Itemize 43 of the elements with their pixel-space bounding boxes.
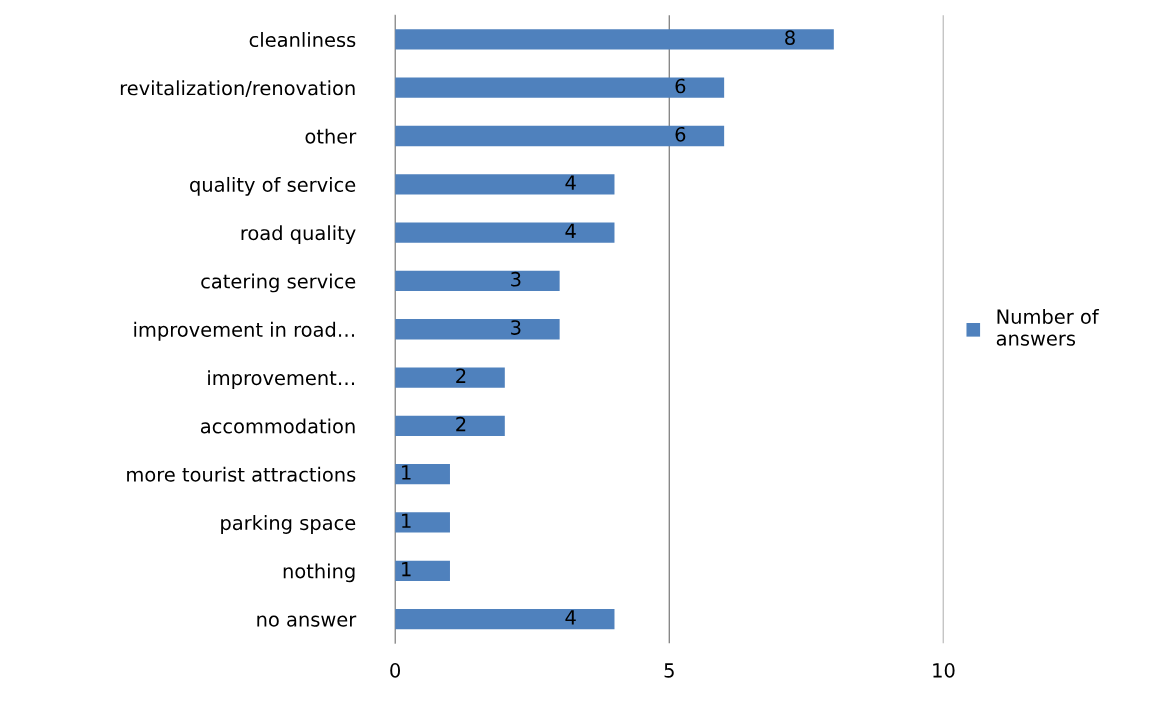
y-tick-label: more tourist attractions	[127, 466, 356, 482]
y-tick-label: improvement in road…	[134, 321, 355, 341]
bar	[395, 608, 615, 630]
data-label: 4	[565, 610, 576, 625]
data-label: 3	[511, 271, 521, 287]
y-tick-label: quality of service	[190, 176, 356, 196]
y-tick-label: parking space	[221, 515, 356, 534]
bar	[395, 77, 725, 98]
y-tick-label: revitalization/renovation	[120, 80, 355, 97]
data-label: 1	[402, 465, 411, 480]
bar	[395, 270, 560, 292]
x-tick-label: 5	[664, 663, 674, 678]
bar	[395, 415, 505, 436]
data-label: 3	[511, 320, 521, 335]
data-label: 1	[402, 561, 411, 577]
y-tick-label: no answer	[257, 615, 357, 627]
data-label: 1	[402, 513, 411, 528]
bar	[395, 222, 615, 243]
y-tick-label: catering service	[201, 273, 356, 293]
bar	[395, 125, 725, 147]
bar	[395, 367, 505, 388]
y-tick-label: nothing	[283, 563, 355, 583]
y-tick-label: other	[305, 128, 357, 144]
bar	[395, 560, 450, 581]
data-label: 2	[456, 368, 466, 383]
data-label: 4	[565, 223, 576, 238]
bar	[395, 512, 450, 533]
legend-label: Number of answers	[996, 308, 1100, 346]
bar	[395, 464, 450, 485]
data-label: 8	[785, 30, 795, 46]
x-tick-label: 0	[390, 663, 401, 678]
bar	[395, 174, 615, 195]
bar	[395, 319, 560, 340]
data-label: 4	[565, 175, 576, 190]
data-label: 2	[456, 416, 466, 432]
y-tick-label: accommodation	[200, 418, 355, 434]
x-tick-label: 10	[933, 663, 955, 678]
data-label: 6	[675, 126, 686, 142]
data-label: 6	[675, 78, 686, 94]
y-tick-label: cleanliness	[249, 32, 356, 48]
y-tick-label: improvement…	[208, 370, 355, 389]
y-tick-label: road quality	[241, 225, 356, 245]
bar	[395, 29, 834, 50]
